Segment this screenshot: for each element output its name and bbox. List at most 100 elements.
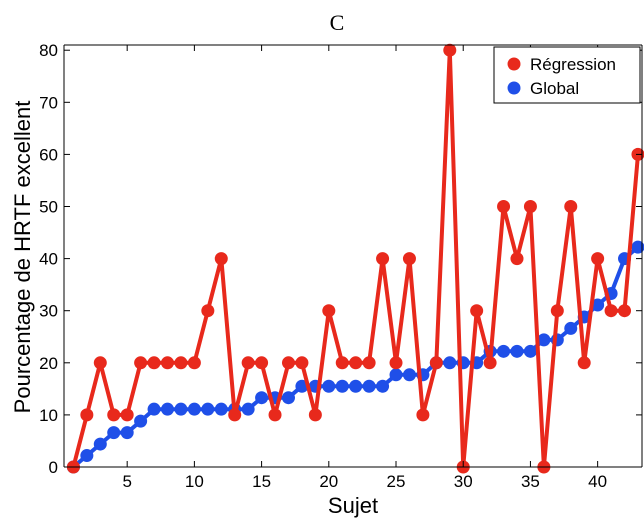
data-point (255, 356, 269, 370)
data-point (187, 356, 201, 370)
data-point (510, 252, 524, 266)
y-tick-label: 10 (39, 406, 58, 425)
data-point (80, 408, 94, 422)
data-point (349, 379, 363, 393)
data-point (161, 356, 175, 370)
data-point (322, 379, 336, 393)
legend-label: Régression (530, 55, 616, 74)
y-tick-label: 30 (39, 302, 58, 321)
data-point (470, 304, 484, 318)
data-point (523, 200, 537, 214)
data-point (93, 437, 107, 451)
data-point (523, 344, 537, 358)
y-tick-label: 50 (39, 198, 58, 217)
data-point (389, 368, 403, 382)
data-point (550, 304, 564, 318)
axes: 0 10 20 30 40 50 60 70 80 5 10 15 20 25 30 35 40 (39, 41, 643, 491)
x-tick-label: 30 (454, 472, 473, 491)
data-point (591, 252, 605, 266)
series-0 (66, 43, 644, 474)
data-point (187, 402, 201, 416)
y-tick-label: 20 (39, 354, 58, 373)
data-point (281, 391, 295, 405)
y-tick-label: 60 (39, 145, 58, 164)
data-point (362, 356, 376, 370)
x-tick-label: 20 (319, 472, 338, 491)
data-point (349, 356, 363, 370)
data-point (497, 200, 511, 214)
data-point (443, 43, 457, 57)
data-point (483, 356, 497, 370)
data-point (201, 402, 215, 416)
data-point (402, 368, 416, 382)
data-point (564, 321, 578, 335)
data-point (443, 356, 457, 370)
data-point (497, 344, 511, 358)
plot-area (66, 43, 644, 474)
data-point (402, 252, 416, 266)
x-tick-label: 15 (252, 472, 271, 491)
data-point (510, 344, 524, 358)
data-point (107, 426, 121, 440)
data-point (134, 356, 148, 370)
legend-label: Global (530, 79, 579, 98)
data-point (416, 408, 430, 422)
x-tick-label: 5 (122, 472, 131, 491)
data-point (537, 333, 551, 347)
y-tick-label: 0 (49, 458, 58, 477)
data-point (228, 408, 242, 422)
data-point (631, 240, 644, 254)
data-point (241, 402, 255, 416)
data-point (147, 356, 161, 370)
x-tick-label: 10 (185, 472, 204, 491)
y-axis-label: Pourcentage de HRTF excellent (10, 101, 35, 414)
data-point (255, 391, 269, 405)
data-point (376, 252, 390, 266)
data-point (429, 356, 443, 370)
data-point (120, 408, 134, 422)
legend-marker (507, 57, 521, 71)
data-point (241, 356, 255, 370)
data-point (281, 356, 295, 370)
data-point (214, 252, 228, 266)
data-point (335, 356, 349, 370)
data-point (147, 402, 161, 416)
data-point (591, 298, 605, 312)
data-point (564, 200, 578, 214)
series-1 (66, 240, 644, 474)
data-point (604, 304, 618, 318)
data-point (308, 408, 322, 422)
y-tick-label: 80 (39, 41, 58, 60)
data-point (618, 304, 632, 318)
data-point (134, 414, 148, 428)
data-point (174, 356, 188, 370)
data-point (161, 402, 175, 416)
x-axis-label: Sujet (328, 493, 378, 518)
data-point (389, 356, 403, 370)
data-point (362, 379, 376, 393)
data-point (335, 379, 349, 393)
data-point (577, 356, 591, 370)
data-point (268, 408, 282, 422)
legend-marker (507, 81, 521, 95)
data-point (322, 304, 336, 318)
x-tick-label: 35 (521, 472, 540, 491)
data-point (107, 408, 121, 422)
y-tick-label: 70 (39, 93, 58, 112)
x-tick-label: 25 (387, 472, 406, 491)
data-point (376, 379, 390, 393)
data-point (201, 304, 215, 318)
x-tick-label: 40 (588, 472, 607, 491)
data-point (120, 426, 134, 440)
legend: Régression Global (493, 46, 641, 104)
data-point (93, 356, 107, 370)
chart-title: C (330, 10, 345, 35)
legend-box (493, 46, 641, 104)
y-tick-label: 40 (39, 250, 58, 269)
data-point (80, 449, 94, 463)
data-point (174, 402, 188, 416)
data-point (214, 402, 228, 416)
data-point (295, 356, 309, 370)
